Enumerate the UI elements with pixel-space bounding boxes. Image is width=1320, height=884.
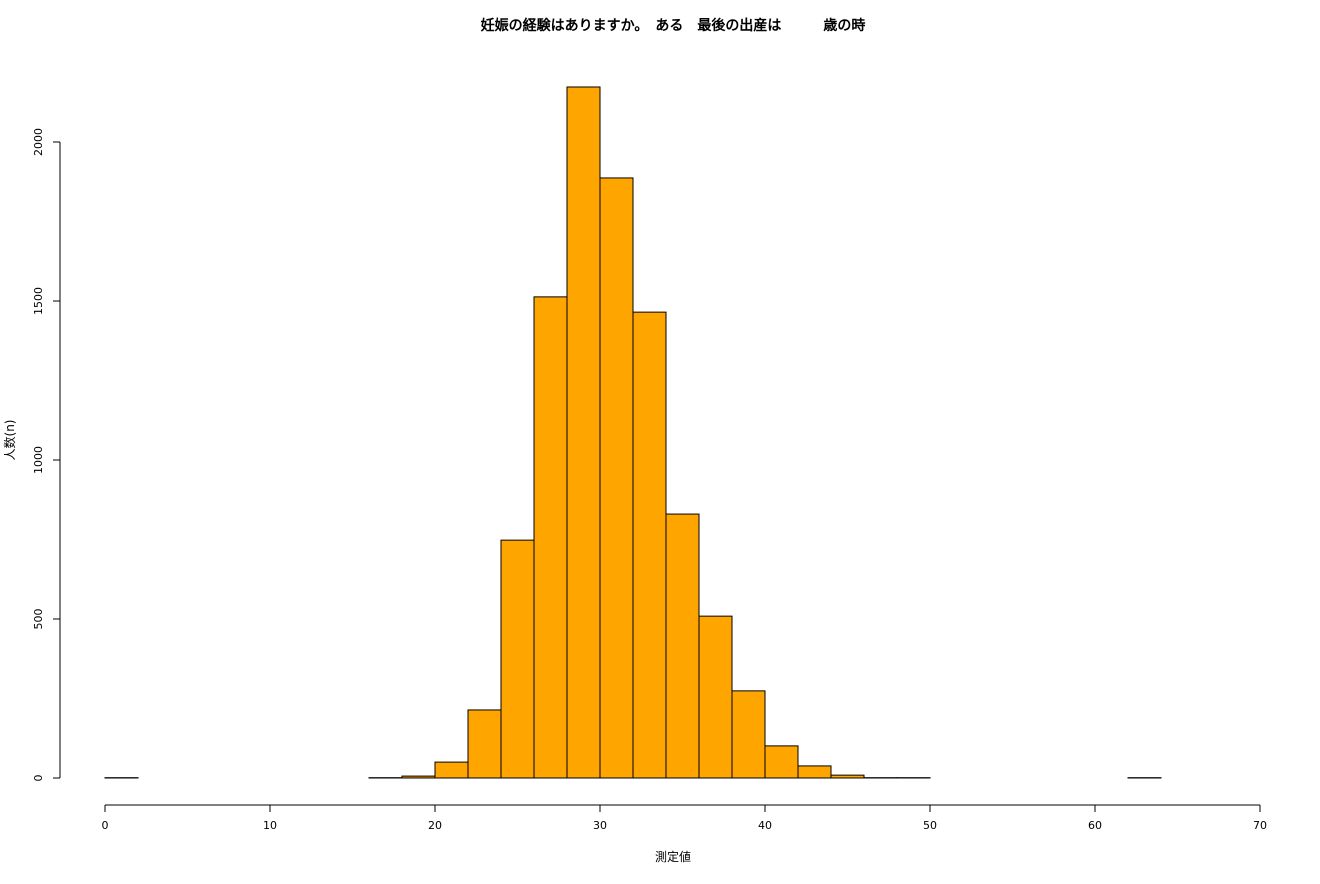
- y-tick-label: 1000: [32, 446, 45, 474]
- y-tick-label: 1500: [32, 287, 45, 315]
- bar: [435, 762, 468, 778]
- x-tick-label: 70: [1253, 819, 1267, 832]
- y-axis-label: 人数(n): [2, 420, 17, 461]
- bar: [699, 616, 732, 778]
- x-tick-label: 60: [1088, 819, 1102, 832]
- bar: [666, 514, 699, 778]
- bar: [765, 746, 798, 778]
- bar: [600, 178, 633, 778]
- bar: [501, 540, 534, 778]
- x-tick-label: 10: [263, 819, 277, 832]
- x-tick-label: 30: [593, 819, 607, 832]
- x-tick-label: 40: [758, 819, 772, 832]
- y-tick-label: 2000: [32, 128, 45, 156]
- bar: [732, 691, 765, 778]
- x-axis-label: 測定値: [655, 849, 691, 864]
- bar: [402, 776, 435, 778]
- bar: [468, 710, 501, 778]
- x-tick-label: 0: [102, 819, 109, 832]
- chart-title: 妊娠の経験はありますか。 ある 最後の出産は 歳の時: [481, 17, 866, 34]
- bar: [534, 297, 567, 778]
- x-tick-label: 20: [428, 819, 442, 832]
- y-tick-label: 500: [32, 609, 45, 630]
- y-tick-label: 0: [32, 775, 45, 782]
- bar: [798, 766, 831, 778]
- x-tick-label: 50: [923, 819, 937, 832]
- bar: [567, 87, 600, 778]
- bar: [831, 775, 864, 778]
- bar: [633, 312, 666, 778]
